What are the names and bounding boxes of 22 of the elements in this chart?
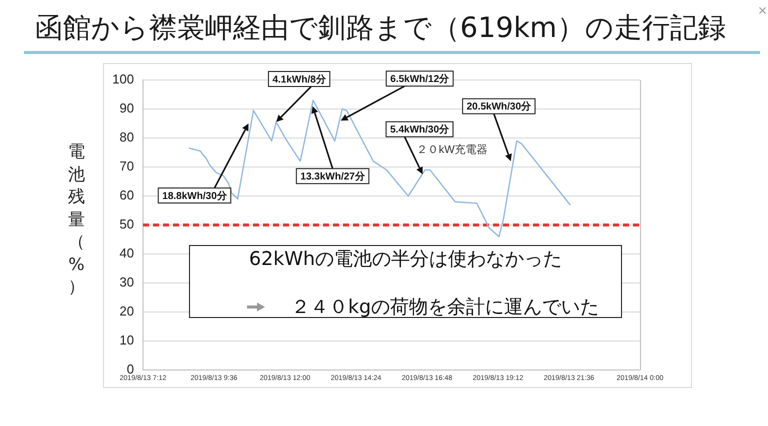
chart-title: 函館から襟裳岬経由で釧路まで（619km）の走行記録	[35, 11, 726, 45]
annotation: 62kWhの電池の半分は使わなかった	[249, 248, 562, 270]
y-tick-label: 40	[120, 246, 134, 261]
annotation: 18.8kWh/30分	[162, 190, 228, 202]
annotation: 13.3kWh/27分	[300, 170, 366, 182]
annotation: ２４０kgの荷物を余計に運んでいた	[291, 295, 600, 319]
y-axis-title: 電池残量（%）	[67, 141, 86, 298]
annotation: 4.1kWh/8分	[272, 73, 327, 86]
y-tick-label: 10	[120, 332, 134, 348]
y-tick-label: 100	[112, 72, 134, 87]
annotation: 6.5kWh/12分	[390, 72, 450, 85]
y-tick-label: 70	[120, 158, 134, 174]
y-tick-label: 20	[120, 304, 134, 319]
y-tick-label: 80	[120, 130, 134, 145]
y-tick-label: 60	[120, 188, 134, 203]
y-tick-label: 30	[120, 274, 134, 290]
annotation: 20.5kWh/30分	[466, 100, 532, 112]
annotation: 5.4kWh/30分	[390, 124, 450, 136]
annotation: ２０kW充電器	[416, 142, 488, 156]
y-tick-label: 90	[120, 100, 134, 116]
callout-box: 62kWhの電池の半分は使わなかった ２４０kgの荷物を余計に運んでいた	[189, 245, 622, 318]
y-tick-label: 50	[120, 216, 134, 232]
